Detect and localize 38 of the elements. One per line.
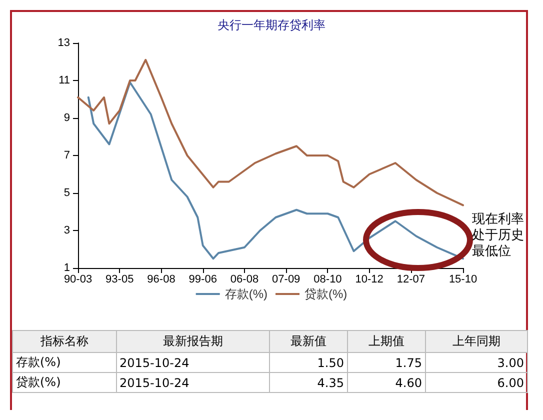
- line-series: [87, 81, 464, 260]
- text: 4.35: [317, 376, 344, 390]
- category-label: 上期值: [347, 330, 426, 352]
- y-tick-label: 1: [64, 262, 70, 274]
- y-tick-label: 13: [58, 37, 70, 49]
- line-series: [77, 58, 464, 206]
- x-tick-label: 96-08: [147, 274, 176, 286]
- category-label: 最新报告期: [116, 330, 270, 352]
- category-label: 存款(%): [16, 355, 61, 369]
- y-tick-label: 7: [64, 150, 70, 162]
- x-tick-label: 15-10: [448, 274, 478, 286]
- x-tick-label: 06-08: [230, 274, 259, 286]
- x-tick-label: 99-06: [188, 274, 217, 286]
- text: 2015-10-24: [120, 376, 190, 390]
- legend-label: 贷款(%): [304, 287, 348, 301]
- y-tick-label: 11: [58, 74, 70, 86]
- text: 1.50: [317, 356, 344, 370]
- x-tick-label: 10-12: [355, 274, 384, 286]
- category-label: 贷款(%): [16, 375, 61, 389]
- x-tick-label: 90-03: [64, 274, 92, 286]
- category-label: 指标名称: [12, 330, 116, 352]
- text: 4.60: [395, 376, 422, 390]
- y-tick-label: 5: [64, 187, 70, 199]
- text: 1.75: [395, 356, 422, 370]
- x-tick-label: 12-07: [396, 274, 426, 286]
- category-label: 上年同期: [425, 330, 528, 352]
- chart-title: 央行一年期存贷利率: [218, 18, 326, 32]
- legend-label: 存款(%): [224, 287, 268, 301]
- text: 6.00: [497, 376, 524, 390]
- text: 2015-10-24: [120, 356, 190, 370]
- category-label: 最新值: [270, 330, 348, 352]
- x-tick-label: 93-05: [106, 274, 134, 286]
- text: 现在利率处于历史最低位: [472, 212, 525, 260]
- x-tick-label: 08-10: [314, 274, 342, 286]
- y-tick-label: 9: [64, 112, 70, 124]
- x-tick-label: 07-09: [272, 274, 300, 286]
- y-tick-label: 3: [64, 224, 70, 236]
- text: 3.00: [497, 356, 524, 370]
